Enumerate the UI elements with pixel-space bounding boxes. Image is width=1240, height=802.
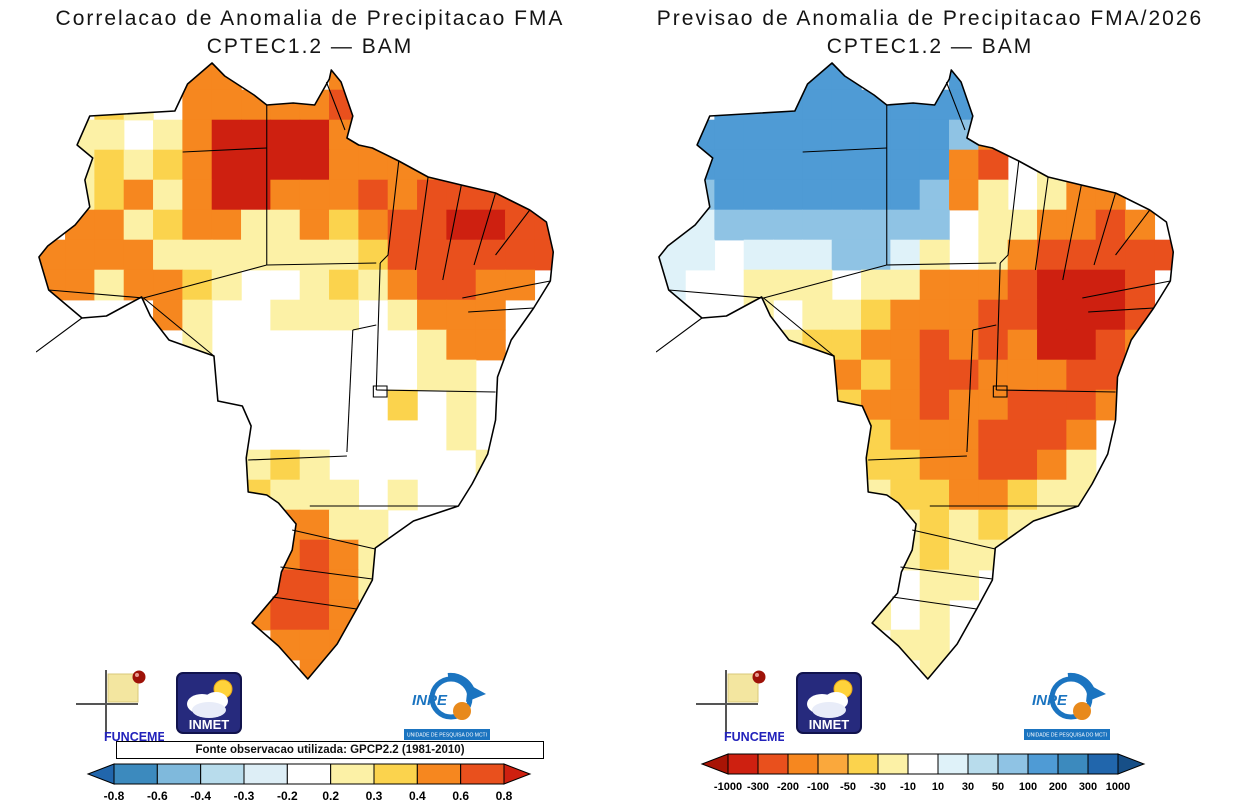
cloud-icon [192, 702, 226, 718]
svg-text:100: 100 [1019, 781, 1037, 793]
svg-text:-200: -200 [777, 781, 799, 793]
funceme-label: FUNCEME [724, 730, 784, 744]
left-title: Correlacao de Anomalia de Precipitacao F… [0, 5, 620, 60]
svg-text:-50: -50 [840, 781, 856, 793]
svg-text:0.8: 0.8 [496, 789, 513, 802]
svg-text:-1000: -1000 [714, 781, 742, 793]
svg-text:-0.6: -0.6 [147, 789, 168, 802]
svg-text:-10: -10 [900, 781, 916, 793]
inmet-logo: INMET [176, 672, 242, 734]
svg-text:-30: -30 [870, 781, 886, 793]
inmet-label: INMET [809, 717, 850, 732]
svg-text:200: 200 [1049, 781, 1067, 793]
inmet-logo: INMET [796, 672, 862, 734]
svg-text:-0.3: -0.3 [234, 789, 255, 802]
funceme-label: FUNCEME [104, 730, 164, 744]
right-title-line1: Previsao de Anomalia de Precipitacao FMA… [656, 7, 1204, 30]
panel-forecast: Previsao de Anomalia de Precipitacao FMA… [620, 0, 1240, 802]
svg-text:-300: -300 [747, 781, 769, 793]
colorbar-correlation: -0.8 -0.6 -0.4 -0.3 -0.2 0.2 0.3 0.4 0.6 0.8 [86, 762, 532, 802]
svg-text:-100: -100 [807, 781, 829, 793]
inpe-sublabel: UNIDADE DE PESQUISA DO MCTI [407, 733, 487, 739]
brazil-forecast-map [656, 62, 1175, 680]
colorbar-forecast: -1000 -300 -200 -100 -50 -30 -10 10 30 50 100 200 30… [700, 752, 1146, 799]
svg-text:10: 10 [932, 781, 944, 793]
funceme-ball-highlight [135, 673, 139, 677]
left-title-line2: CPTEC1.2 — BAM [206, 34, 414, 58]
inpe-label: INPE [412, 692, 448, 709]
inpe-label: INPE [1032, 692, 1068, 709]
svg-text:-0.4: -0.4 [190, 789, 211, 802]
inpe-logo: INPE UNIDADE DE PESQUISA DO MCTI [404, 672, 490, 740]
inmet-label: INMET [189, 717, 230, 732]
right-title-line2: CPTEC1.2 — BAM [826, 34, 1034, 58]
panel-correlation: Correlacao de Anomalia de Precipitacao F… [0, 5, 620, 802]
svg-text:30: 30 [962, 781, 974, 793]
svg-text:50: 50 [992, 781, 1004, 793]
right-title: Previsao de Anomalia de Precipitacao FMA… [620, 5, 1240, 60]
svg-text:300: 300 [1079, 781, 1097, 793]
left-title-line1: Correlacao de Anomalia de Precipitacao F… [55, 7, 565, 30]
inpe-ball-icon [453, 702, 471, 720]
svg-text:0.3: 0.3 [366, 789, 383, 802]
svg-text:-0.2: -0.2 [277, 789, 298, 802]
svg-text:0.2: 0.2 [322, 789, 339, 802]
svg-text:-0.8: -0.8 [104, 789, 125, 802]
svg-text:1000: 1000 [1106, 781, 1130, 793]
funceme-ball-icon [132, 670, 146, 684]
cloud-icon [812, 702, 846, 718]
inpe-ball-icon [1073, 702, 1091, 720]
funceme-ball-highlight [755, 673, 759, 677]
funceme-logo: FUNCEME [696, 670, 784, 744]
inpe-banner [1024, 729, 1110, 740]
inpe-arrow-icon [1086, 684, 1106, 702]
inpe-logo: INPE UNIDADE DE PESQUISA DO MCTI [1024, 672, 1110, 740]
brazil-correlation-map [36, 62, 555, 680]
inpe-banner [404, 729, 490, 740]
funceme-ball-icon [752, 670, 766, 684]
funceme-logo: FUNCEME [76, 670, 164, 744]
svg-text:0.4: 0.4 [409, 789, 426, 802]
inpe-sublabel: UNIDADE DE PESQUISA DO MCTI [1027, 733, 1107, 739]
source-note: Fonte observacao utilizada: GPCP2.2 (198… [116, 741, 544, 759]
svg-text:0.6: 0.6 [452, 789, 469, 802]
inpe-arrow-icon [466, 684, 486, 702]
